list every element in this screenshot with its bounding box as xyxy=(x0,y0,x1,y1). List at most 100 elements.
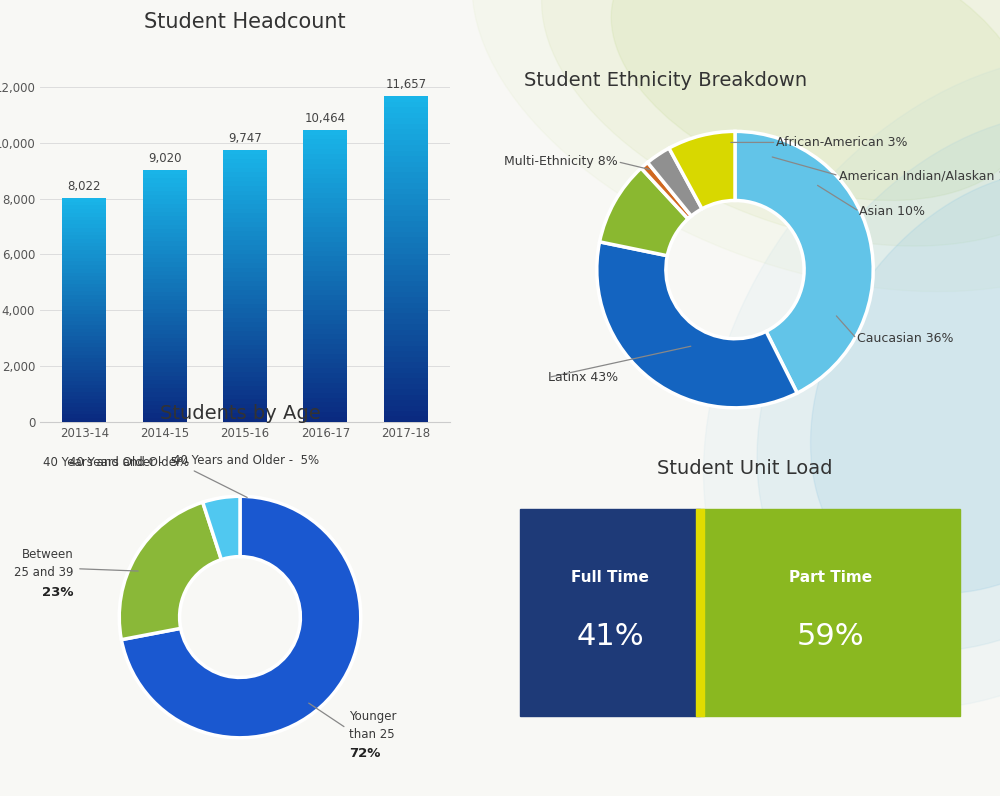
Bar xyxy=(143,396,187,401)
Bar xyxy=(223,218,267,222)
Ellipse shape xyxy=(811,171,1000,593)
Bar xyxy=(223,177,267,181)
Bar xyxy=(62,298,106,302)
Bar xyxy=(143,208,187,212)
Text: 9,747: 9,747 xyxy=(228,131,262,145)
Bar xyxy=(384,156,428,162)
Bar xyxy=(384,135,428,140)
Ellipse shape xyxy=(611,0,1000,201)
Wedge shape xyxy=(735,131,873,393)
Bar xyxy=(143,233,187,237)
Bar xyxy=(62,310,106,314)
Bar xyxy=(143,384,187,388)
Bar xyxy=(303,183,348,188)
Wedge shape xyxy=(203,496,240,560)
Bar xyxy=(143,220,187,224)
Text: 59%: 59% xyxy=(796,622,864,651)
Bar xyxy=(303,403,348,408)
Bar xyxy=(223,295,267,299)
Bar xyxy=(143,224,187,228)
Bar xyxy=(223,385,267,390)
Bar xyxy=(143,279,187,283)
Bar xyxy=(62,404,106,407)
Bar xyxy=(384,140,428,145)
Bar xyxy=(384,373,428,378)
Bar xyxy=(223,318,267,322)
Bar xyxy=(223,349,267,354)
Bar xyxy=(143,376,187,380)
Bar xyxy=(384,314,428,319)
Bar xyxy=(303,286,348,291)
Bar xyxy=(303,217,348,222)
Bar xyxy=(303,417,348,422)
Bar xyxy=(223,254,267,259)
Text: Between: Between xyxy=(22,548,73,560)
Bar xyxy=(62,205,106,209)
Ellipse shape xyxy=(757,113,1000,651)
Bar xyxy=(384,232,428,237)
Bar xyxy=(143,258,187,263)
Wedge shape xyxy=(600,168,688,256)
Bar xyxy=(143,405,187,409)
Bar xyxy=(143,267,187,271)
Bar xyxy=(143,300,187,304)
Bar xyxy=(62,351,106,355)
Bar xyxy=(384,308,428,314)
Bar xyxy=(303,364,348,369)
Bar xyxy=(62,269,106,272)
Bar xyxy=(303,408,348,412)
Text: Younger: Younger xyxy=(349,709,396,723)
Bar xyxy=(384,264,428,270)
Bar xyxy=(62,344,106,347)
Ellipse shape xyxy=(472,0,1000,291)
Bar xyxy=(143,418,187,422)
Bar xyxy=(223,259,267,263)
Bar xyxy=(223,417,267,422)
Bar xyxy=(62,400,106,404)
Bar xyxy=(223,240,267,245)
Bar xyxy=(62,329,106,332)
Bar xyxy=(303,198,348,203)
Bar xyxy=(143,359,187,363)
Bar xyxy=(303,397,348,403)
Bar xyxy=(384,319,428,324)
Bar xyxy=(303,388,348,392)
Bar xyxy=(223,286,267,291)
Bar xyxy=(62,258,106,261)
Bar xyxy=(384,150,428,156)
Bar xyxy=(223,309,267,313)
Bar xyxy=(303,310,348,314)
Bar xyxy=(303,266,348,271)
Bar xyxy=(384,221,428,227)
Bar xyxy=(62,332,106,336)
Bar xyxy=(223,263,267,267)
Text: Caucasian 36%: Caucasian 36% xyxy=(857,332,953,345)
Text: 40 Years and Older -: 40 Years and Older - xyxy=(69,456,189,469)
Bar xyxy=(384,254,428,259)
Bar xyxy=(223,249,267,254)
Bar xyxy=(384,362,428,368)
Bar xyxy=(303,178,348,183)
Text: Latinx 43%: Latinx 43% xyxy=(548,371,619,384)
Bar xyxy=(143,372,187,376)
Bar xyxy=(223,190,267,195)
Bar xyxy=(223,181,267,186)
Bar xyxy=(384,368,428,373)
Bar xyxy=(384,205,428,210)
Bar xyxy=(62,265,106,269)
Bar xyxy=(62,228,106,232)
Bar xyxy=(384,173,428,178)
Bar xyxy=(143,296,187,300)
Bar xyxy=(223,281,267,286)
Bar xyxy=(384,384,428,389)
Bar xyxy=(62,276,106,280)
Bar xyxy=(62,295,106,298)
Bar xyxy=(303,242,348,247)
Bar xyxy=(143,317,187,321)
Bar xyxy=(223,150,267,154)
Bar xyxy=(303,349,348,353)
Bar xyxy=(384,189,428,194)
Bar xyxy=(62,325,106,329)
Bar xyxy=(384,227,428,232)
Bar xyxy=(223,209,267,213)
